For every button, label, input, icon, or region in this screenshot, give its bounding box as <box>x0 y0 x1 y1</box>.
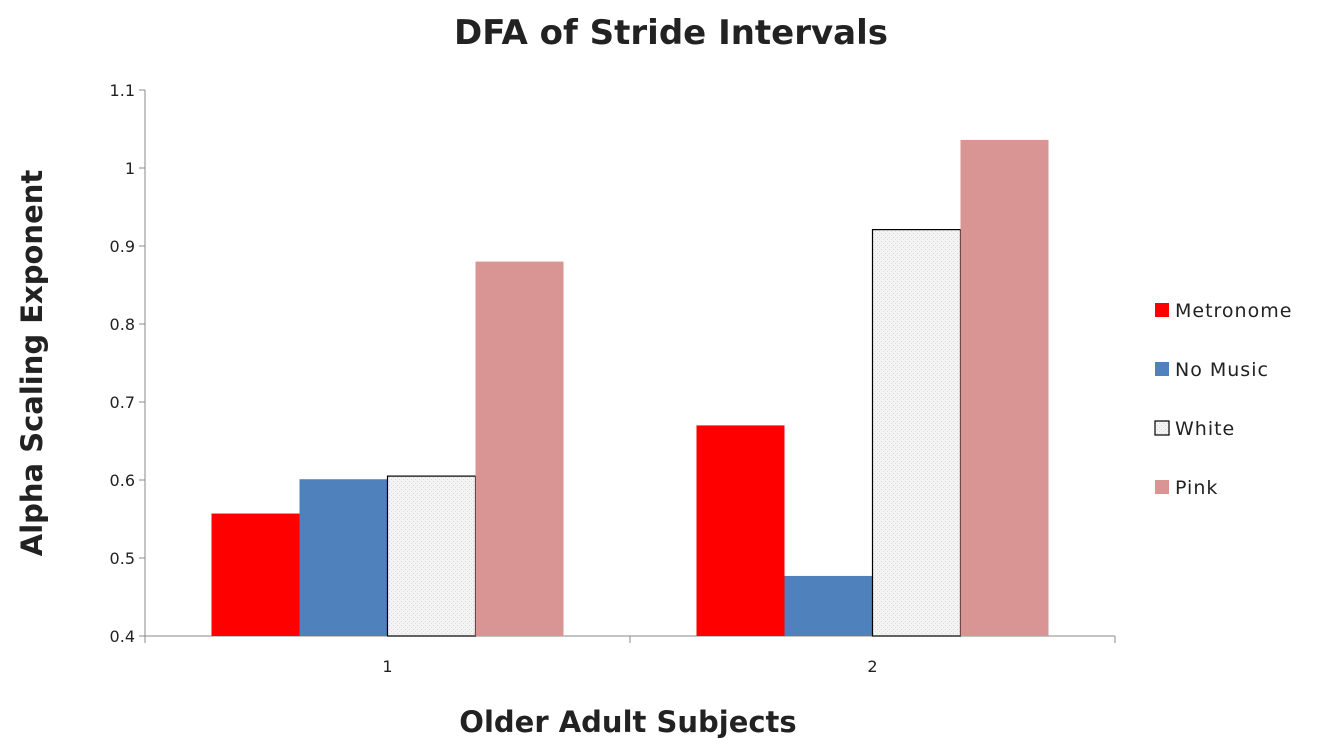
legend-label-metronome: Metronome <box>1175 300 1292 322</box>
x-tick-label: 2 <box>867 657 877 676</box>
plot-area: 0.4 0.5 0.6 0.7 0.8 0.9 1 1.1 1 2 <box>110 81 1116 676</box>
y-tick-label: 0.9 <box>110 237 135 256</box>
legend-label-no-music: No Music <box>1175 359 1269 381</box>
legend-swatch-pink <box>1155 480 1169 494</box>
x-axis-title: Older Adult Subjects <box>459 705 796 739</box>
y-tick-label: 1 <box>125 159 135 178</box>
y-axis-title: Alpha Scaling Exponent <box>15 170 49 557</box>
bar-white-subject-2 <box>871 229 962 637</box>
y-tick-label: 0.8 <box>110 315 135 334</box>
bar-metronome-subject-2 <box>696 425 785 636</box>
y-tick-label: 0.7 <box>110 393 135 412</box>
legend: Metronome No Music White Pink <box>1154 300 1292 499</box>
bar-metronome-subject-1 <box>211 513 300 636</box>
bar-no-music-subject-1 <box>299 479 388 636</box>
y-tick-label: 1.1 <box>110 81 135 100</box>
y-tick-label: 0.6 <box>110 471 135 490</box>
chart-title: DFA of Stride Intervals <box>454 13 888 53</box>
x-tick-label: 1 <box>382 657 392 676</box>
legend-label-pink: Pink <box>1175 477 1218 499</box>
bar-no-music-subject-2 <box>784 575 873 636</box>
bar-pink-subject-1 <box>475 261 564 636</box>
legend-swatch-white <box>1154 420 1170 436</box>
bar-white-subject-1 <box>386 475 477 637</box>
legend-swatch-no-music <box>1155 362 1169 376</box>
y-tick-label: 0.4 <box>110 627 135 646</box>
y-tick-label: 0.5 <box>110 549 135 568</box>
legend-swatch-metronome <box>1155 303 1169 317</box>
bar-pink-subject-2 <box>960 139 1049 637</box>
legend-label-white: White <box>1175 418 1235 440</box>
